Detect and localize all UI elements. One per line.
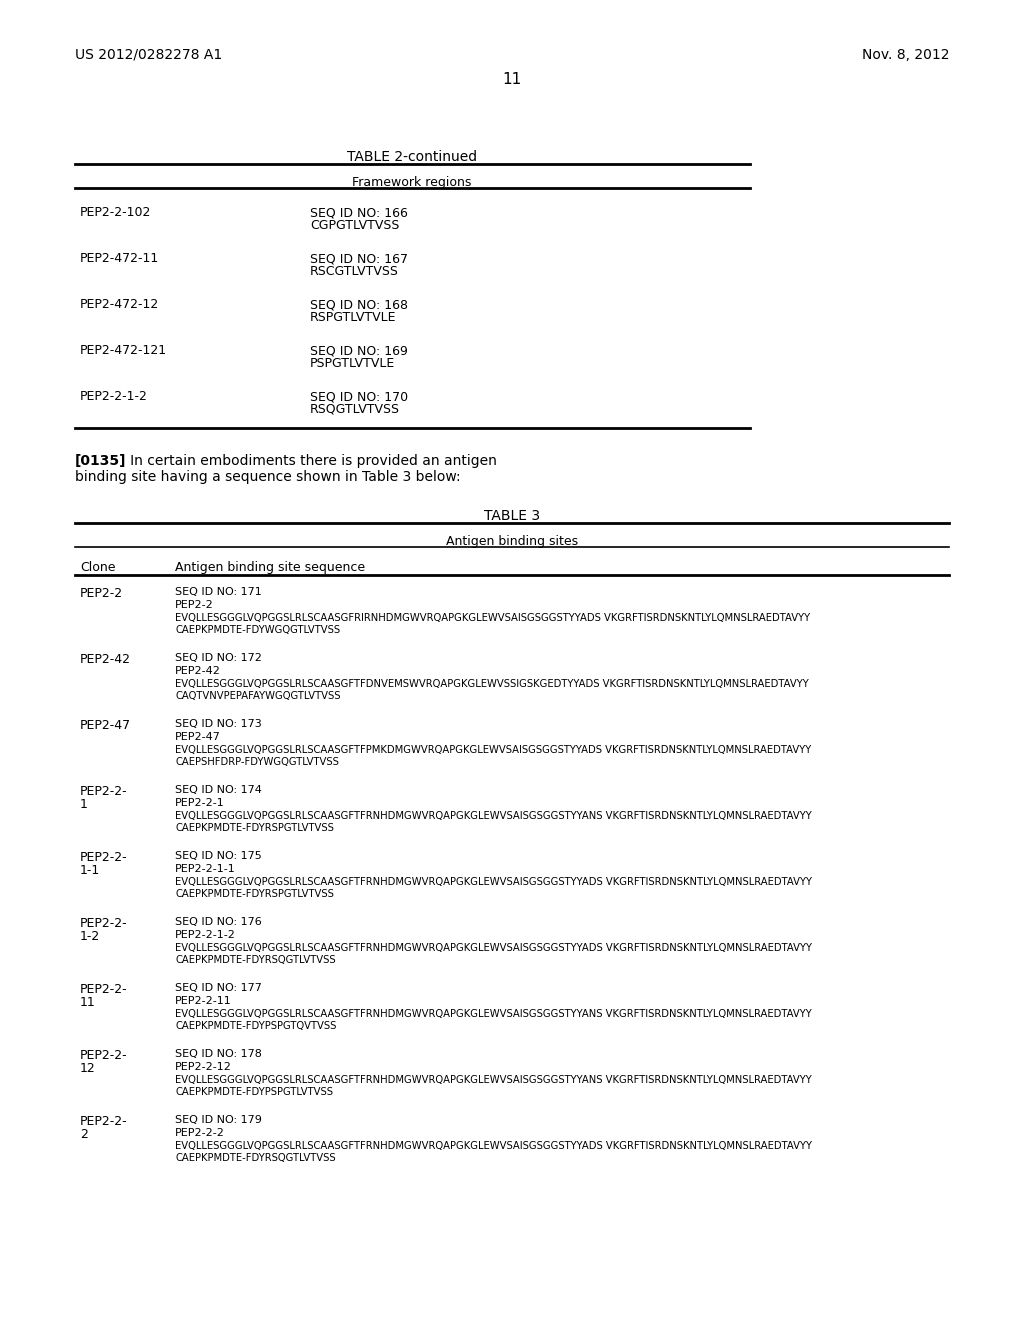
Text: PEP2-47: PEP2-47 [80,719,131,733]
Text: EVQLLESGGGLVQPGGSLRLSCAASGFTFRNHDMGWVRQAPGKGLEWVSAISGSGGSTYYANS VKGRFTISRDNSKNTL: EVQLLESGGGLVQPGGSLRLSCAASGFTFRNHDMGWVRQA… [175,1074,812,1085]
Text: PEP2-2-1-1: PEP2-2-1-1 [175,865,236,874]
Text: CAEPKPMDTE-FDYRSQGTLVTVSS: CAEPKPMDTE-FDYRSQGTLVTVSS [175,1152,336,1163]
Text: CAEPKPMDTE-FDYRSQGTLVTVSS: CAEPKPMDTE-FDYRSQGTLVTVSS [175,954,336,965]
Text: PEP2-2-11: PEP2-2-11 [175,997,231,1006]
Text: CAEPKPMDTE-FDYRSPGTLVTVSS: CAEPKPMDTE-FDYRSPGTLVTVSS [175,822,334,833]
Text: PEP2-472-121: PEP2-472-121 [80,345,167,356]
Text: SEQ ID NO: 173: SEQ ID NO: 173 [175,719,262,729]
Text: 12: 12 [80,1063,96,1074]
Text: SEQ ID NO: 169: SEQ ID NO: 169 [310,345,408,356]
Text: SEQ ID NO: 174: SEQ ID NO: 174 [175,785,262,795]
Text: EVQLLESGGGLVQPGGSLRLSCAASGFTFDNVEMSWVRQAPGKGLEWVSSIGSKGEDTYYADS VKGRFTISRDNSKNTL: EVQLLESGGGLVQPGGSLRLSCAASGFTFDNVEMSWVRQA… [175,678,809,689]
Text: Nov. 8, 2012: Nov. 8, 2012 [861,48,949,62]
Text: [0135]: [0135] [75,454,127,469]
Text: 1-1: 1-1 [80,865,100,876]
Text: PEP2-2-1-2: PEP2-2-1-2 [80,389,147,403]
Text: 1: 1 [80,799,88,810]
Text: SEQ ID NO: 171: SEQ ID NO: 171 [175,587,262,597]
Text: SEQ ID NO: 167: SEQ ID NO: 167 [310,252,408,265]
Text: TABLE 3: TABLE 3 [484,510,540,523]
Text: EVQLLESGGGLVQPGGSLRLSCAASGFTFRNHDMGWVRQAPGKGLEWVSAISGSGGSTYYADS VKGRFTISRDNSKNTL: EVQLLESGGGLVQPGGSLRLSCAASGFTFRNHDMGWVRQA… [175,942,812,953]
Text: 1-2: 1-2 [80,931,100,942]
Text: PEP2-472-11: PEP2-472-11 [80,252,160,265]
Text: PEP2-2-1: PEP2-2-1 [175,799,224,808]
Text: EVQLLESGGGLVQPGGSLRLSCAASGFRIRNHDMGWVRQAPGKGLEWVSAISGSGGSTYYADS VKGRFTISRDNSKNTL: EVQLLESGGGLVQPGGSLRLSCAASGFRIRNHDMGWVRQA… [175,612,810,623]
Text: PSPGTLVTVLE: PSPGTLVTVLE [310,356,395,370]
Text: PEP2-2-12: PEP2-2-12 [175,1063,231,1072]
Text: CAEPSHFDRP-FDYWGQGTLVTVSS: CAEPSHFDRP-FDYWGQGTLVTVSS [175,756,339,767]
Text: RSCGTLVTVSS: RSCGTLVTVSS [310,265,399,279]
Text: PEP2-2-102: PEP2-2-102 [80,206,152,219]
Text: CAEPKPMDTE-FDYWGQGTLVTVSS: CAEPKPMDTE-FDYWGQGTLVTVSS [175,624,340,635]
Text: SEQ ID NO: 168: SEQ ID NO: 168 [310,298,408,312]
Text: US 2012/0282278 A1: US 2012/0282278 A1 [75,48,222,62]
Text: Framework regions: Framework regions [352,176,472,189]
Text: PEP2-2-: PEP2-2- [80,1049,128,1063]
Text: Clone: Clone [80,561,116,574]
Text: SEQ ID NO: 175: SEQ ID NO: 175 [175,851,262,861]
Text: CAEPKPMDTE-FDYPSPGTLVTVSS: CAEPKPMDTE-FDYPSPGTLVTVSS [175,1086,333,1097]
Text: Antigen binding sites: Antigen binding sites [445,535,579,548]
Text: SEQ ID NO: 179: SEQ ID NO: 179 [175,1115,262,1125]
Text: PEP2-2-2: PEP2-2-2 [175,1129,225,1138]
Text: TABLE 2-continued: TABLE 2-continued [347,150,477,164]
Text: SEQ ID NO: 176: SEQ ID NO: 176 [175,917,262,927]
Text: binding site having a sequence shown in Table 3 below:: binding site having a sequence shown in … [75,470,461,484]
Text: SEQ ID NO: 172: SEQ ID NO: 172 [175,653,262,663]
Text: 11: 11 [80,997,96,1008]
Text: CGPGTLVTVSS: CGPGTLVTVSS [310,219,399,232]
Text: Antigen binding site sequence: Antigen binding site sequence [175,561,366,574]
Text: CAEPKPMDTE-FDYPSPGTQVTVSS: CAEPKPMDTE-FDYPSPGTQVTVSS [175,1020,336,1031]
Text: PEP2-472-12: PEP2-472-12 [80,298,160,312]
Text: EVQLLESGGGLVQPGGSLRLSCAASGFTFRNHDMGWVRQAPGKGLEWVSAISGSGGSTYYANS VKGRFTISRDNSKNTL: EVQLLESGGGLVQPGGSLRLSCAASGFTFRNHDMGWVRQA… [175,1008,812,1019]
Text: PEP2-2-: PEP2-2- [80,1115,128,1129]
Text: 11: 11 [503,73,521,87]
Text: SEQ ID NO: 166: SEQ ID NO: 166 [310,206,408,219]
Text: EVQLLESGGGLVQPGGSLRLSCAASGFTFRNHDMGWVRQAPGKGLEWVSAISGSGGSTYYADS VKGRFTISRDNSKNTL: EVQLLESGGGLVQPGGSLRLSCAASGFTFRNHDMGWVRQA… [175,1140,812,1151]
Text: PEP2-2: PEP2-2 [175,601,214,610]
Text: PEP2-2-: PEP2-2- [80,917,128,931]
Text: PEP2-2: PEP2-2 [80,587,123,601]
Text: EVQLLESGGGLVQPGGSLRLSCAASGFTFPMKDMGWVRQAPGKGLEWVSAISGSGGSTYYADS VKGRFTISRDNSKNTL: EVQLLESGGGLVQPGGSLRLSCAASGFTFPMKDMGWVRQA… [175,744,811,755]
Text: CAQTVNVPEPAFAYWGQGTLVTVSS: CAQTVNVPEPAFAYWGQGTLVTVSS [175,690,341,701]
Text: SEQ ID NO: 178: SEQ ID NO: 178 [175,1049,262,1059]
Text: PEP2-2-: PEP2-2- [80,785,128,799]
Text: RSQGTLVTVSS: RSQGTLVTVSS [310,403,400,416]
Text: PEP2-42: PEP2-42 [80,653,131,667]
Text: PEP2-42: PEP2-42 [175,667,221,676]
Text: SEQ ID NO: 177: SEQ ID NO: 177 [175,983,262,993]
Text: PEP2-47: PEP2-47 [175,733,221,742]
Text: EVQLLESGGGLVQPGGSLRLSCAASGFTFRNHDMGWVRQAPGKGLEWVSAISGSGGSTYYANS VKGRFTISRDNSKNTL: EVQLLESGGGLVQPGGSLRLSCAASGFTFRNHDMGWVRQA… [175,810,812,821]
Text: PEP2-2-: PEP2-2- [80,983,128,997]
Text: In certain embodiments there is provided an antigen: In certain embodiments there is provided… [117,454,497,469]
Text: SEQ ID NO: 170: SEQ ID NO: 170 [310,389,409,403]
Text: PEP2-2-1-2: PEP2-2-1-2 [175,931,236,940]
Text: CAEPKPMDTE-FDYRSPGTLVTVSS: CAEPKPMDTE-FDYRSPGTLVTVSS [175,888,334,899]
Text: EVQLLESGGGLVQPGGSLRLSCAASGFTFRNHDMGWVRQAPGKGLEWVSAISGSGGSTYYADS VKGRFTISRDNSKNTL: EVQLLESGGGLVQPGGSLRLSCAASGFTFRNHDMGWVRQA… [175,876,812,887]
Text: RSPGTLVTVLE: RSPGTLVTVLE [310,312,396,323]
Text: 2: 2 [80,1129,88,1140]
Text: PEP2-2-: PEP2-2- [80,851,128,865]
